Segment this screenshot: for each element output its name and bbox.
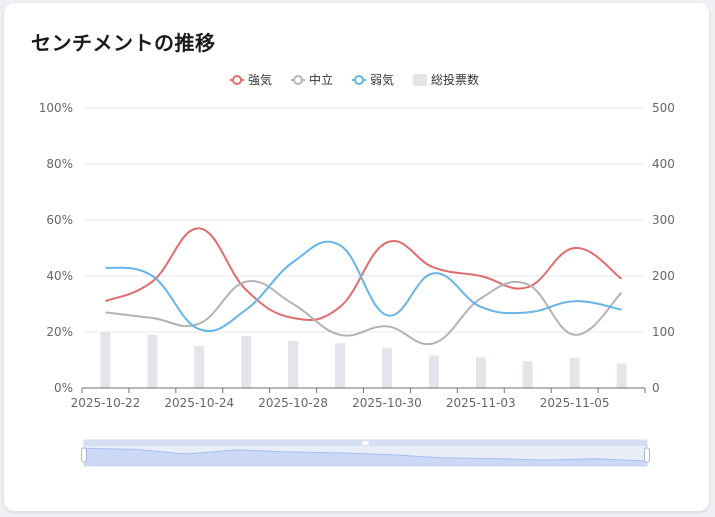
legend-marker-neutral[interactable] [293, 75, 304, 85]
page-title: センチメントの推移 [31, 31, 216, 55]
y-left-tick-label: 20% [46, 325, 73, 339]
bar-total-votes[interactable] [241, 335, 252, 388]
x-tick-label: 2025-11-03 [446, 396, 516, 410]
legend-marker-bullish[interactable] [232, 75, 242, 85]
y-left-tick-label: 40% [46, 269, 73, 283]
bar-total-votes[interactable] [288, 340, 299, 388]
legend-label-total-votes[interactable]: 総投票数 [431, 72, 479, 87]
x-tick-label: 2025-10-24 [164, 396, 234, 410]
x-tick-label: 2025-11-05 [540, 396, 610, 410]
bar-total-votes[interactable] [475, 357, 486, 388]
legend-marker-total-votes[interactable] [413, 74, 428, 86]
chart-card: センチメントの推移 [4, 3, 709, 511]
legend-label-bearish[interactable]: 弱気 [370, 72, 394, 87]
bar-total-votes[interactable] [381, 347, 392, 388]
y-right-tick-label: 0 [652, 381, 660, 395]
zoom-slider-preview-area [84, 448, 647, 466]
legend-label-bullish[interactable]: 強気 [248, 72, 272, 87]
y-right-tick-label: 200 [652, 269, 675, 283]
y-right-tick-label: 300 [652, 213, 675, 227]
legend-label-neutral[interactable]: 中立 [309, 72, 333, 87]
y-right-tick-label: 100 [652, 325, 675, 339]
x-tick-label: 2025-10-22 [71, 396, 141, 410]
y-left-tick-label: 0% [54, 381, 73, 395]
y-right-tick-label: 500 [652, 101, 675, 115]
zoom-slider-preview-line [83, 447, 648, 462]
y-left-tick-label: 60% [46, 213, 73, 227]
bar-total-votes[interactable] [616, 363, 627, 388]
bar-total-votes[interactable] [194, 346, 205, 388]
legend-marker-bearish[interactable] [354, 75, 365, 85]
series-line-bearish[interactable] [105, 240, 622, 332]
bar-total-votes[interactable] [100, 332, 111, 388]
bar-total-votes[interactable] [335, 343, 346, 388]
bar-total-votes[interactable] [147, 334, 158, 388]
y-left-tick-label: 80% [46, 157, 73, 171]
series-line-neutral[interactable] [105, 280, 623, 346]
y-right-tick-label: 400 [652, 157, 675, 171]
x-tick-label: 2025-10-28 [258, 396, 328, 410]
y-left-tick-label: 100% [39, 101, 73, 115]
zoom-slider-left-handle[interactable] [81, 447, 87, 463]
bar-total-votes[interactable] [522, 361, 533, 388]
zoom-slider-right-handle[interactable] [644, 447, 650, 463]
zoom-slider-move-grip[interactable] [362, 441, 369, 445]
bar-total-votes[interactable] [569, 357, 580, 388]
series-line-bullish[interactable] [105, 227, 623, 321]
x-tick-label: 2025-10-30 [352, 396, 422, 410]
bar-total-votes[interactable] [428, 355, 439, 388]
